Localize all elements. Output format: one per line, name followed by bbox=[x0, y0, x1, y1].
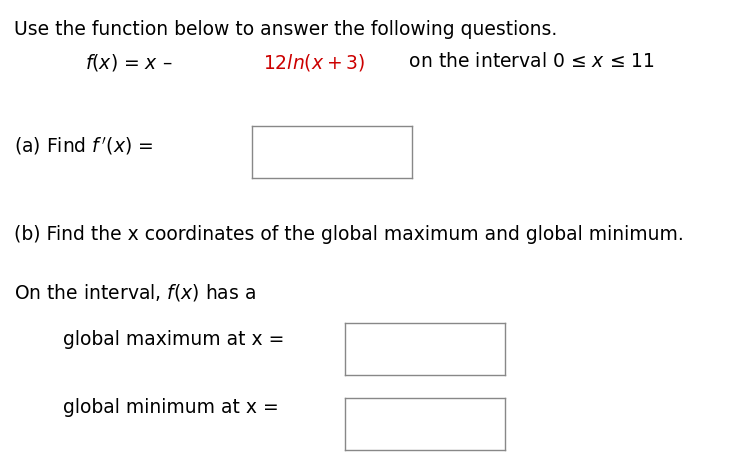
Text: (a) Find $f\,{'}(x)$ =: (a) Find $f\,{'}(x)$ = bbox=[14, 135, 153, 157]
Text: (b) Find the x coordinates of the global maximum and global minimum.: (b) Find the x coordinates of the global… bbox=[14, 225, 684, 244]
Text: $f(x)$ = $x$ –: $f(x)$ = $x$ – bbox=[85, 52, 174, 73]
Text: global maximum at x =: global maximum at x = bbox=[63, 330, 285, 349]
Text: global minimum at x =: global minimum at x = bbox=[63, 398, 279, 417]
Text: on the interval 0 ≤ $x$ ≤ 11: on the interval 0 ≤ $x$ ≤ 11 bbox=[397, 52, 655, 71]
Text: On the interval, $f(x)$ has a: On the interval, $f(x)$ has a bbox=[14, 282, 256, 303]
Text: Use the function below to answer the following questions.: Use the function below to answer the fol… bbox=[14, 20, 557, 39]
Text: $\mathit{12}$$\mathit{ln(x + 3)}$: $\mathit{12}$$\mathit{ln(x + 3)}$ bbox=[263, 52, 365, 73]
